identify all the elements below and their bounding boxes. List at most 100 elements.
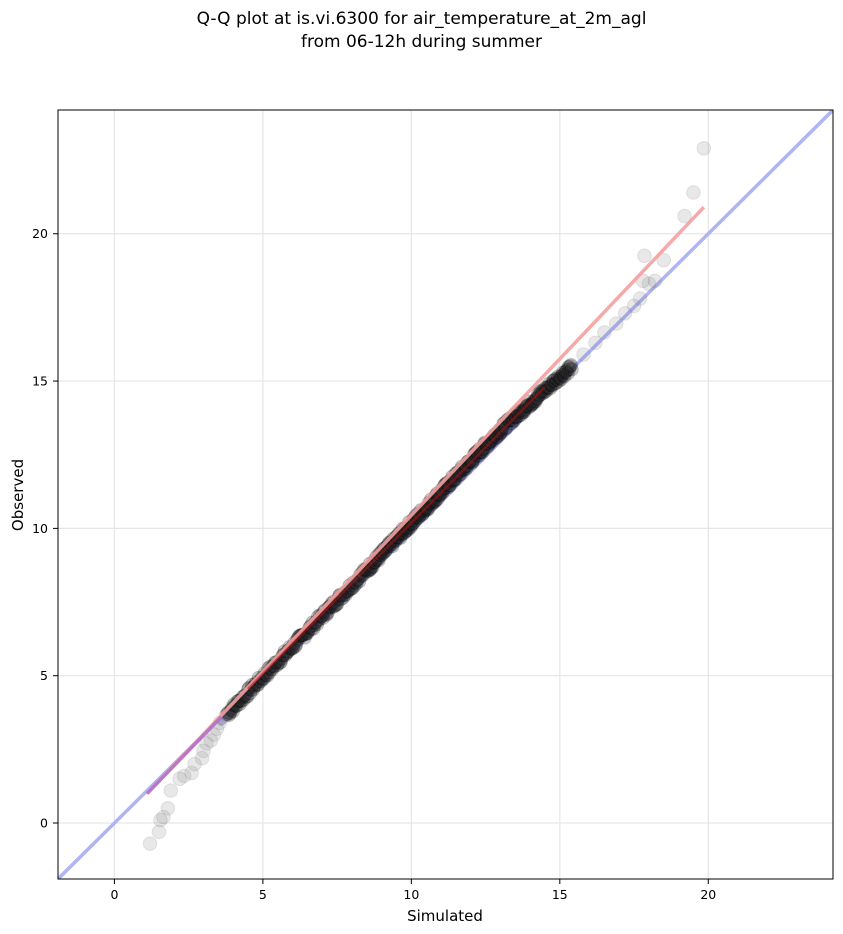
data-point <box>231 693 247 709</box>
data-point <box>235 689 250 705</box>
data-point <box>532 387 547 402</box>
data-point <box>398 524 413 539</box>
data-point <box>632 291 648 306</box>
data-point <box>343 582 358 597</box>
data-point <box>411 510 426 525</box>
data-point <box>545 378 560 393</box>
data-point <box>515 405 530 420</box>
data-point <box>504 416 519 431</box>
data-point <box>405 517 420 532</box>
data-point <box>361 563 376 578</box>
data-point <box>522 397 538 412</box>
data-point <box>548 371 563 386</box>
plot-frame <box>57 109 834 880</box>
data-point <box>543 377 558 392</box>
data-point <box>511 408 526 424</box>
data-point <box>230 693 245 709</box>
data-point <box>542 376 557 391</box>
data-point <box>549 375 564 390</box>
data-point <box>199 736 214 751</box>
y-tick-label: 0 <box>40 816 48 831</box>
data-point <box>534 386 550 401</box>
data-point <box>521 394 536 409</box>
data-point <box>641 276 657 292</box>
data-point <box>363 561 378 577</box>
data-point <box>526 394 541 409</box>
data-point <box>696 141 712 156</box>
data-point <box>393 530 408 545</box>
data-point <box>554 372 569 387</box>
data-point <box>551 373 566 389</box>
data-point <box>576 347 591 362</box>
data-point <box>160 800 176 816</box>
data-point <box>554 368 570 383</box>
data-point <box>371 553 386 568</box>
data-point <box>206 727 222 742</box>
data-point <box>561 359 576 375</box>
x-tick-label: 5 <box>259 887 267 902</box>
fit-line-core <box>247 386 546 690</box>
data-point <box>396 526 412 541</box>
data-point <box>364 560 379 575</box>
data-point <box>597 325 612 340</box>
data-point <box>415 506 431 521</box>
data-point <box>514 405 530 420</box>
data-point <box>385 538 400 554</box>
chart-title-line-1: Q-Q plot at is.vi.6300 for air_temperatu… <box>196 9 647 29</box>
data-point <box>563 357 578 373</box>
data-point <box>196 743 211 759</box>
data-point <box>514 407 529 422</box>
data-point <box>406 515 421 530</box>
data-point <box>153 812 168 828</box>
y-tick-label: 5 <box>40 668 48 683</box>
x-tick-label: 20 <box>700 887 716 902</box>
data-point <box>647 273 663 289</box>
y-tick-label: 15 <box>32 374 48 389</box>
data-point <box>420 502 435 517</box>
data-point <box>547 376 562 391</box>
data-point <box>430 491 445 507</box>
data-point <box>523 398 538 413</box>
x-tick-label: 15 <box>552 887 568 902</box>
data-point <box>637 248 652 264</box>
data-point <box>184 765 199 781</box>
data-point <box>518 402 533 417</box>
data-point <box>561 360 577 376</box>
data-point <box>424 497 439 512</box>
y-tick-label: 20 <box>32 226 48 241</box>
data-point <box>415 507 430 522</box>
data-point <box>344 580 359 596</box>
data-point <box>231 693 246 709</box>
data-point <box>553 370 568 385</box>
data-point <box>156 809 171 825</box>
data-point <box>517 404 532 419</box>
data-point <box>540 381 555 396</box>
x-axis-label: Simulated <box>407 907 483 925</box>
data-point <box>176 768 192 784</box>
data-point <box>564 362 579 377</box>
x-tick-label: 0 <box>110 887 118 902</box>
data-point <box>506 413 522 428</box>
data-point <box>142 836 158 851</box>
data-point <box>558 364 573 380</box>
data-point <box>527 393 542 408</box>
data-point <box>550 369 566 384</box>
data-point <box>560 366 575 381</box>
data-point <box>531 388 546 403</box>
fit-line <box>145 206 706 795</box>
data-point <box>349 576 364 591</box>
data-point <box>203 733 219 748</box>
data-point <box>333 591 349 607</box>
data-point <box>562 359 578 374</box>
data-point <box>556 367 571 382</box>
grid-lines <box>58 110 833 879</box>
points-overlap-band <box>216 414 523 726</box>
data-point <box>562 361 577 377</box>
data-point <box>362 562 377 577</box>
data-point <box>427 494 442 510</box>
data-point <box>421 501 436 516</box>
data-point <box>544 377 559 392</box>
data-point <box>677 208 692 224</box>
x-tick-label: 10 <box>403 887 419 902</box>
data-point <box>524 397 539 412</box>
